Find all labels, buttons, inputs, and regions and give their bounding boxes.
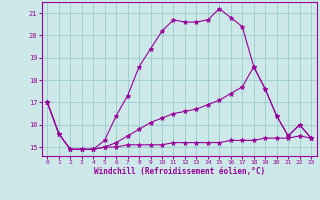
X-axis label: Windchill (Refroidissement éolien,°C): Windchill (Refroidissement éolien,°C) — [94, 167, 265, 176]
